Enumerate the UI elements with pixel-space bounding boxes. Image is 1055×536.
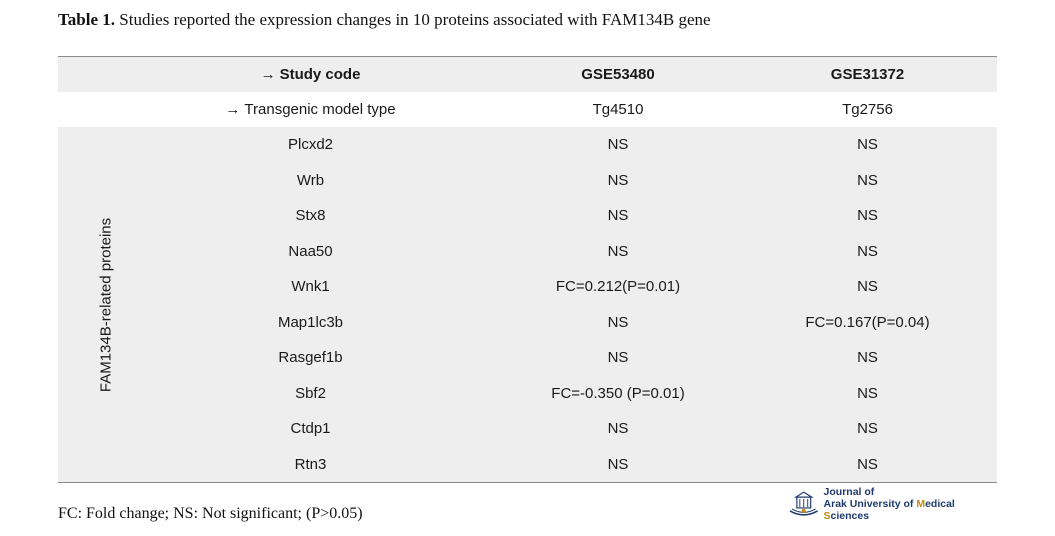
header-study-code-label: Study code <box>279 66 361 83</box>
value-gse53480: NS <box>607 313 629 331</box>
value-gse31372: NS <box>857 349 878 367</box>
value-gse53480: NS <box>607 455 629 473</box>
arrow-icon: → <box>225 101 241 118</box>
table-row: Naa50 NS NS <box>58 234 997 270</box>
value-gse53480: NS <box>607 420 629 438</box>
model-type-gse53480: Tg4510 <box>592 101 644 118</box>
value-gse31372: NS <box>857 136 878 154</box>
protein-name: Wnk1 <box>291 278 330 296</box>
table-row: Rasgef1b NS NS <box>58 340 997 376</box>
group-label: FAM134B-related proteins <box>97 217 115 392</box>
table-caption: Table 1. Studies reported the expression… <box>58 10 711 30</box>
protein-name: Map1lc3b <box>277 313 344 331</box>
model-type-gse31372: Tg2756 <box>842 101 893 118</box>
journal-name-line2: Arak University of Medical Sciences <box>823 498 955 522</box>
value-gse31372: NS <box>857 207 878 225</box>
header-study-code: → Study code <box>123 66 498 83</box>
table-row: Wrb NS NS <box>58 163 997 199</box>
value-gse53480: FC=0.212(P=0.01) <box>555 278 681 296</box>
value-gse53480: NS <box>607 136 629 154</box>
table-row: Stx8 NS NS <box>58 198 997 234</box>
journal-name: Journal of Arak University of Medical Sc… <box>824 486 1001 522</box>
protein-name: Stx8 <box>295 207 326 225</box>
table-row: Rtn3 NS NS <box>58 447 997 483</box>
journal-emblem-icon <box>789 491 818 516</box>
table-footnote: FC: Fold change; NS: Not significant; (P… <box>58 505 363 522</box>
table-row: Sbf2 FC=-0.350 (P=0.01) NS <box>58 376 997 412</box>
protein-name: Rtn3 <box>294 455 327 473</box>
arrow-icon: → <box>260 66 276 83</box>
value-gse31372: FC=0.167(P=0.04) <box>805 313 930 331</box>
value-gse53480: NS <box>607 207 629 225</box>
value-gse53480: FC=-0.350 (P=0.01) <box>551 384 685 402</box>
journal-logo: Journal of Arak University of Medical Sc… <box>786 486 1001 522</box>
header-col-gse53480: GSE53480 <box>581 66 655 83</box>
value-gse31372: NS <box>857 278 878 296</box>
value-gse31372: NS <box>857 242 878 260</box>
protein-name: Sbf2 <box>295 384 326 402</box>
caption-label: Table 1. <box>58 10 116 29</box>
value-gse53480: NS <box>607 242 629 260</box>
header-model-type-label: Transgenic model type <box>244 101 396 118</box>
header-col-gse31372: GSE31372 <box>830 66 905 83</box>
caption-text: Studies reported the expression changes … <box>119 10 711 29</box>
header-model-type: → Transgenic model type <box>123 101 498 118</box>
header-row-model-type: → Transgenic model type Tg4510 Tg2756 <box>58 92 997 127</box>
value-gse31372: NS <box>857 455 878 473</box>
table-row: Plcxd2 NS NS <box>58 127 997 163</box>
table-row: Map1lc3b NS FC=0.167(P=0.04) <box>58 305 997 341</box>
header-row-study-code: → Study code GSE53480 GSE31372 <box>58 56 997 92</box>
data-table: → Study code GSE53480 GSE31372 → Transgeni… <box>58 56 997 483</box>
table-row: Ctdp1 NS NS <box>58 411 997 447</box>
protein-name: Wrb <box>296 171 325 189</box>
protein-name: Ctdp1 <box>290 420 331 438</box>
value-gse31372: NS <box>857 384 878 402</box>
value-gse31372: NS <box>857 420 878 438</box>
table-body: FAM134B-related proteins Plcxd2 NS NS Wrb NS… <box>58 127 997 483</box>
value-gse53480: NS <box>607 349 629 367</box>
value-gse31372: NS <box>857 171 878 189</box>
journal-name-line1: Journal of <box>823 486 875 498</box>
protein-name: Naa50 <box>288 242 333 260</box>
value-gse53480: NS <box>607 171 629 189</box>
protein-name: Plcxd2 <box>287 136 334 154</box>
table-row: Wnk1 FC=0.212(P=0.01) NS <box>58 269 997 305</box>
protein-name: Rasgef1b <box>278 349 343 367</box>
